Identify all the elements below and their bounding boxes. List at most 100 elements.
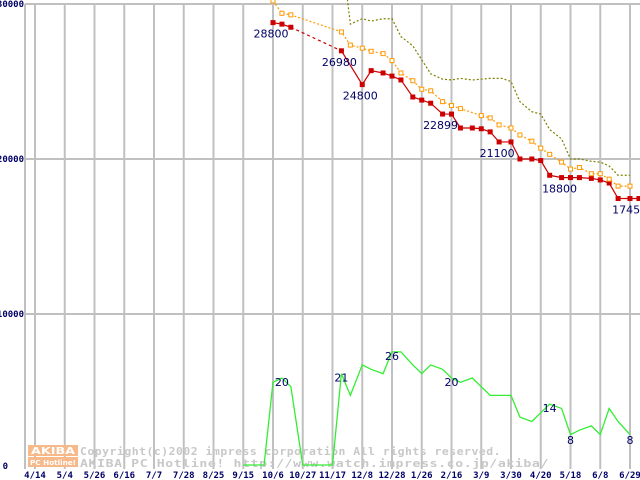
akiba-logo: AKIBA PC Hotline!	[28, 445, 78, 467]
avg-price-marker	[547, 151, 553, 157]
avg-price-marker	[419, 86, 425, 92]
min-price-marker	[478, 126, 484, 132]
min-price-marker	[279, 21, 285, 27]
min-price-marker	[597, 177, 603, 183]
x-tick-label: 9/15	[232, 471, 254, 480]
avg-price-marker	[576, 165, 582, 171]
avg-price-marker	[457, 106, 463, 112]
avg-price-marker	[288, 12, 294, 18]
min-price-marker	[469, 125, 475, 131]
min-price-marker	[368, 68, 374, 74]
count-data-label: 21	[334, 372, 348, 385]
min-price-marker	[440, 111, 446, 117]
x-tick-label: 2/16	[441, 471, 463, 480]
avg-price-marker	[347, 42, 353, 48]
x-tick-label: 7/7	[146, 471, 162, 480]
min-price-marker	[389, 73, 395, 79]
avg-price-marker	[627, 183, 633, 189]
avg-price-marker	[538, 145, 544, 151]
y-tick-label: 30000	[0, 0, 24, 10]
min-price-marker	[288, 24, 294, 30]
count-data-label: 20	[275, 376, 289, 389]
avg-price-marker	[508, 125, 514, 131]
avg-price-marker	[359, 45, 365, 51]
count-data-label: 14	[543, 402, 557, 415]
grid	[24, 3, 640, 469]
x-tick-label: 1/26	[411, 471, 433, 480]
data-labels: 28800 26980 24800 22899 21100 18800 17450 20 21 2…	[254, 28, 640, 448]
avg-price-marker	[588, 171, 594, 177]
max-price-line	[346, 0, 630, 176]
x-tick-label: 10/6	[262, 471, 284, 480]
count-data-label: 26	[385, 350, 399, 363]
min-price-marker	[576, 175, 582, 181]
y-tick-label: 10000	[0, 310, 24, 320]
price-data-label: 18800	[542, 183, 577, 196]
min-price-marker	[568, 175, 573, 181]
avg-price-marker	[559, 159, 565, 165]
logo-top-text: AKIBA	[31, 446, 75, 457]
x-tick-label: 6/16	[113, 471, 135, 480]
min-price-marker	[428, 100, 434, 106]
min-price-marker	[457, 125, 463, 131]
min-price-marker	[270, 20, 276, 26]
avg-price-marker	[380, 51, 386, 57]
avg-price-marker	[449, 103, 454, 109]
count-data-label: 8	[627, 434, 634, 447]
price-data-label: 24800	[343, 90, 378, 103]
min-price-marker	[496, 139, 502, 145]
min-price-marker	[627, 196, 633, 202]
avg-price-marker	[338, 29, 344, 35]
price-data-label: 28800	[254, 28, 289, 41]
min-price-marker	[615, 196, 621, 202]
avg-price-marker	[389, 58, 395, 64]
x-tick-label: 3/9	[473, 471, 489, 480]
min-price-marker	[487, 129, 493, 135]
avg-price-marker	[410, 78, 416, 84]
min-price-marker	[636, 196, 640, 202]
avg-price-marker	[440, 99, 446, 105]
price-data-label: 17450	[612, 204, 640, 217]
price-data-label: 22899	[423, 119, 458, 132]
min-price-marker	[410, 94, 416, 100]
x-tick-label: 12/8	[351, 471, 373, 480]
avg-price-marker	[428, 88, 434, 94]
min-price-marker	[419, 97, 425, 103]
x-tick-label: 10/27	[289, 471, 316, 480]
min-price-marker	[338, 48, 344, 54]
avg-price-marker	[496, 122, 502, 128]
count-data-label: 20	[445, 376, 459, 389]
x-tick-label: 5/26	[84, 471, 106, 480]
avg-price-marker	[615, 183, 621, 189]
logo-bottom-text: PC Hotline!	[30, 459, 76, 467]
avg-price-marker	[529, 138, 535, 144]
min-price-marker	[449, 111, 454, 117]
x-tick-label: 4/14	[24, 471, 46, 480]
min-price-line	[290, 26, 342, 52]
series-markers	[270, 0, 640, 202]
count-data-label: 8	[567, 434, 574, 447]
url-text: AKIBA PC Hotline! http://www.watch.impre…	[80, 457, 549, 470]
y-axis-ticks: 30000 20000 10000 0	[0, 0, 24, 472]
y-tick-label: 0	[3, 462, 8, 472]
copyright-text: Copyright(c)2002 impress corporation All…	[80, 445, 501, 458]
min-price-marker	[547, 172, 553, 178]
y-tick-label: 20000	[0, 155, 24, 165]
x-tick-label: 4/20	[530, 471, 552, 480]
min-price-marker	[517, 156, 523, 162]
min-price-marker	[398, 77, 404, 83]
x-tick-label: 5/4	[57, 471, 74, 480]
x-tick-label: 11/17	[319, 471, 346, 480]
min-price-marker	[606, 180, 612, 186]
min-price-line	[340, 50, 639, 200]
watermark: AKIBA PC Hotline! Copyright(c)2002 impre…	[28, 445, 549, 470]
min-price-marker	[588, 175, 594, 181]
avg-price-marker	[478, 113, 484, 119]
x-tick-label: 8/25	[203, 471, 225, 480]
avg-price-marker	[279, 10, 285, 16]
avg-price-marker	[517, 132, 523, 138]
avg-price-marker	[568, 166, 573, 172]
avg-price-marker	[487, 115, 493, 121]
min-price-marker	[380, 70, 386, 76]
